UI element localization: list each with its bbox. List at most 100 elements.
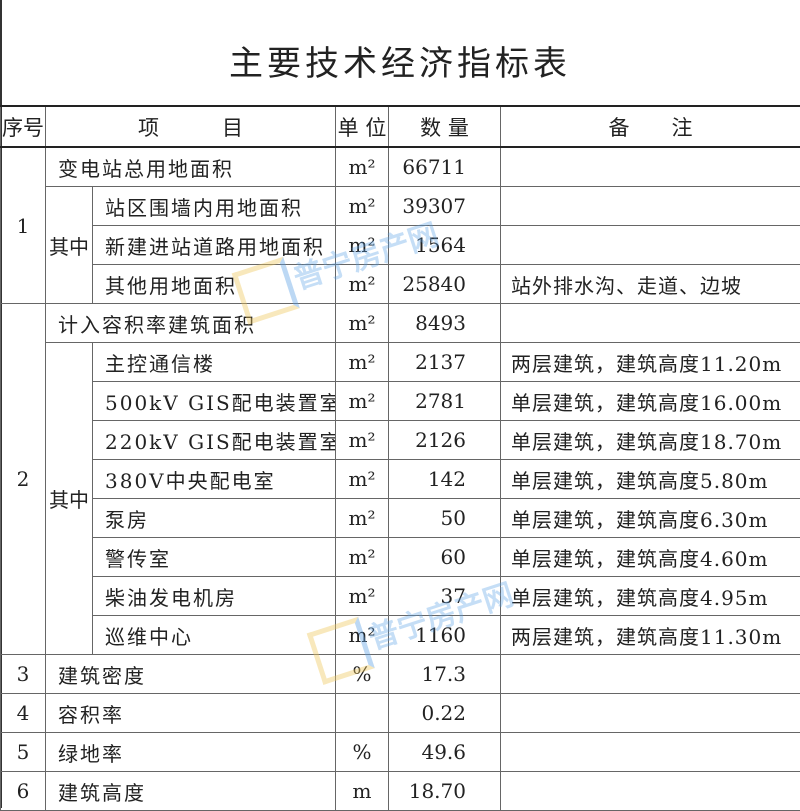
page-title: 主要技术经济指标表 [0,0,800,105]
sub-item-name: 新建进站道路用地面积 [93,226,336,265]
unit-cell: m² [336,304,389,343]
item-name: 建筑密度 [46,655,336,694]
note-cell: 单层建筑，建筑高度4.60m [501,538,800,577]
unit-cell: m² [336,226,389,265]
sub-item-name: 220kV GIS配电装置室 [93,421,336,460]
quantity-cell: 0.22 [389,694,501,733]
item-name: 建筑高度 [46,772,336,811]
quantity-cell: 60 [389,538,501,577]
header-no: 序号 [1,106,46,147]
item-name: 绿地率 [46,733,336,772]
sub-item-name: 500kV GIS配电装置室 [93,382,336,421]
row-number: 3 [1,655,46,694]
sub-item-name: 其他用地面积 [93,265,336,304]
note-cell: 两层建筑，建筑高度11.30m [501,616,800,655]
unit-cell: m² [336,382,389,421]
row-number: 4 [1,694,46,733]
note-cell: 单层建筑，建筑高度18.70m [501,421,800,460]
note-cell [501,187,800,226]
note-cell [501,655,800,694]
sub-item-name: 站区围墙内用地面积 [93,187,336,226]
quantity-cell: 1160 [389,616,501,655]
quantity-cell: 2126 [389,421,501,460]
note-cell [501,694,800,733]
unit-cell: m [336,772,389,811]
sub-item-name: 泵房 [93,499,336,538]
item-name: 计入容积率建筑面积 [46,304,336,343]
unit-cell: m² [336,616,389,655]
unit-cell: m² [336,421,389,460]
note-cell [501,733,800,772]
note-cell [501,147,800,187]
note-cell: 两层建筑，建筑高度11.20m [501,343,800,382]
unit-cell: m² [336,343,389,382]
quantity-cell: 37 [389,577,501,616]
note-cell: 单层建筑，建筑高度4.95m [501,577,800,616]
sub-item-name: 380V中央配电室 [93,460,336,499]
unit-cell: % [336,733,389,772]
header-item: 项 目 [46,106,336,147]
quantity-cell: 18.70 [389,772,501,811]
sub-item-name: 警传室 [93,538,336,577]
item-name: 容积率 [46,694,336,733]
quantity-cell: 2137 [389,343,501,382]
header-note: 备 注 [501,106,800,147]
unit-cell: m² [336,265,389,304]
note-cell: 站外排水沟、走道、边坡 [501,265,800,304]
quantity-cell: 142 [389,460,501,499]
unit-cell: m² [336,187,389,226]
unit-cell: m² [336,538,389,577]
quantity-cell: 17.3 [389,655,501,694]
sub-item-name: 主控通信楼 [93,343,336,382]
unit-cell [336,694,389,733]
row-number: 1 [1,147,46,304]
quantity-cell: 49.6 [389,733,501,772]
quantity-cell: 39307 [389,187,501,226]
note-cell [501,304,800,343]
header-qty: 数 量 [389,106,501,147]
row-number: 2 [1,304,46,655]
quantity-cell: 50 [389,499,501,538]
quantity-cell: 2781 [389,382,501,421]
item-name: 变电站总用地面积 [46,147,336,187]
note-cell: 单层建筑，建筑高度5.80m [501,460,800,499]
note-cell: 单层建筑，建筑高度6.30m [501,499,800,538]
unit-cell: m² [336,147,389,187]
row-number: 5 [1,733,46,772]
note-cell [501,772,800,811]
unit-cell: m² [336,460,389,499]
sub-item-name: 柴油发电机房 [93,577,336,616]
unit-cell: m² [336,499,389,538]
header-unit: 单 位 [336,106,389,147]
unit-cell: m² [336,577,389,616]
quantity-cell: 66711 [389,147,501,187]
quantity-cell: 25840 [389,265,501,304]
sub-item-name: 巡维中心 [93,616,336,655]
unit-cell: % [336,655,389,694]
row-number: 6 [1,772,46,811]
sub-group-label: 其中 [46,187,93,304]
table-header: 序号 项 目 单 位 数 量 备 注 [1,106,800,147]
note-cell [501,226,800,265]
note-cell: 单层建筑，建筑高度16.00m [501,382,800,421]
sub-group-label: 其中 [46,343,93,655]
quantity-cell: 1564 [389,226,501,265]
